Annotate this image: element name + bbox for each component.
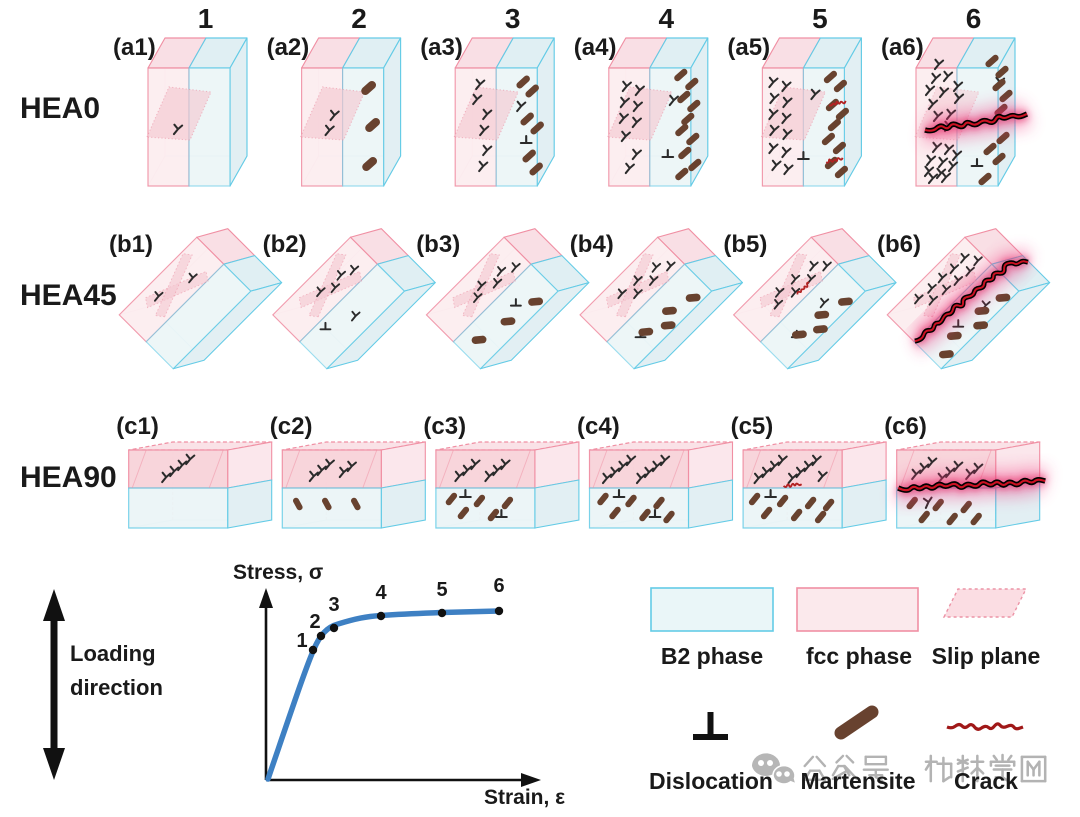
svg-text:6: 6 <box>966 3 982 34</box>
svg-text:(b6): (b6) <box>877 231 921 258</box>
svg-text:HEA45: HEA45 <box>20 279 117 312</box>
svg-text:(a3): (a3) <box>420 34 463 61</box>
svg-text:(c3): (c3) <box>423 413 466 440</box>
svg-text:(b2): (b2) <box>263 231 307 258</box>
svg-text:direction: direction <box>70 675 163 700</box>
svg-text:2: 2 <box>309 611 320 633</box>
svg-text:6: 6 <box>493 575 504 597</box>
svg-text:2: 2 <box>351 3 367 34</box>
svg-text:(b1): (b1) <box>109 231 153 258</box>
svg-text:Dislocation: Dislocation <box>649 768 773 794</box>
svg-text:(a6): (a6) <box>881 34 924 61</box>
svg-text:(c6): (c6) <box>884 413 927 440</box>
svg-text:Martensite: Martensite <box>800 768 915 794</box>
svg-text:(c1): (c1) <box>116 413 159 440</box>
svg-text:4: 4 <box>375 582 387 604</box>
svg-text:Slip plane: Slip plane <box>932 643 1041 669</box>
svg-text:HEA90: HEA90 <box>20 461 117 494</box>
svg-text:(a1): (a1) <box>113 34 156 61</box>
svg-text:3: 3 <box>328 594 339 616</box>
svg-text:(b4): (b4) <box>570 231 614 258</box>
svg-text:(c4): (c4) <box>577 413 620 440</box>
svg-text:fcc phase: fcc phase <box>806 643 912 669</box>
svg-text:5: 5 <box>436 579 447 601</box>
svg-text:(a5): (a5) <box>727 34 770 61</box>
svg-text:5: 5 <box>812 3 828 34</box>
svg-text:Strain, ε: Strain, ε <box>484 786 565 809</box>
svg-text:3: 3 <box>505 3 521 34</box>
svg-text:(c2): (c2) <box>270 413 313 440</box>
svg-text:(b5): (b5) <box>723 231 767 258</box>
svg-text:B2 phase: B2 phase <box>661 643 763 669</box>
svg-text:Crack: Crack <box>954 768 1018 794</box>
svg-text:HEA0: HEA0 <box>20 92 100 125</box>
svg-text:4: 4 <box>659 3 675 34</box>
svg-text:(a2): (a2) <box>267 34 310 61</box>
svg-text:(a4): (a4) <box>574 34 617 61</box>
svg-text:Loading: Loading <box>70 641 156 666</box>
svg-text:(b3): (b3) <box>416 231 460 258</box>
svg-text:1: 1 <box>296 630 307 652</box>
svg-text:Stress, σ: Stress, σ <box>233 561 323 584</box>
svg-text:(c5): (c5) <box>731 413 774 440</box>
svg-text:1: 1 <box>198 3 214 34</box>
